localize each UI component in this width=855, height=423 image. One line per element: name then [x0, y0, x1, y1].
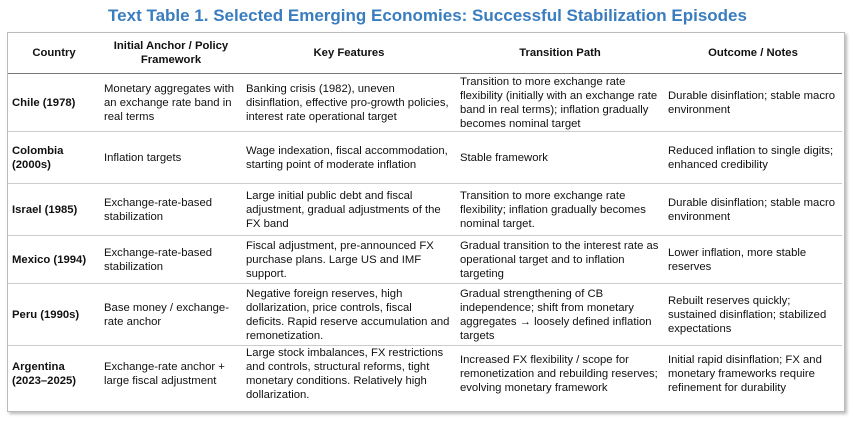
- header-row: Country Initial Anchor / Policy Framework…: [8, 33, 842, 74]
- table-row: Israel (1985) Exchange-rate-based stabili…: [8, 183, 842, 236]
- table-cell: Durable disinflation; stable macro envir…: [664, 183, 842, 236]
- column-header: Initial Anchor / Policy Framework: [100, 33, 242, 74]
- country-cell: Mexico (1994): [8, 235, 100, 284]
- table-cell: Inflation targets: [100, 131, 242, 184]
- country-cell: Israel (1985): [8, 183, 100, 236]
- table-body: Chile (1978) Monetary aggregates with an …: [8, 73, 842, 403]
- table-frame: Country Initial Anchor / Policy Framework…: [7, 32, 845, 412]
- table-cell: Gradual strengthening of CB independence…: [456, 283, 664, 346]
- table-row: Argentina (2023–2025) Exchange-rate ancho…: [8, 345, 842, 403]
- table-cell: Transition to more exchange rate flexibi…: [456, 73, 664, 132]
- table-cell: Wage indexation, fiscal accommodation, s…: [242, 131, 456, 184]
- column-header: Outcome / Notes: [664, 33, 842, 74]
- table-cell: Initial rapid disinflation; FX and monet…: [664, 345, 842, 403]
- table-cell: Banking crisis (1982), uneven disinflati…: [242, 73, 456, 132]
- country-cell: Peru (1990s): [8, 283, 100, 346]
- column-header: Key Features: [242, 33, 456, 74]
- country-cell: Chile (1978): [8, 73, 100, 132]
- country-cell: Argentina (2023–2025): [8, 345, 100, 403]
- country-cell: Colombia (2000s): [8, 131, 100, 184]
- table-row: Peru (1990s) Base money / exchange-rate a…: [8, 283, 842, 346]
- table-row: Chile (1978) Monetary aggregates with an …: [8, 73, 842, 132]
- table-cell: Reduced inflation to single digits; enha…: [664, 131, 842, 184]
- table-cell: Exchange-rate anchor + large fiscal adju…: [100, 345, 242, 403]
- table-row: Mexico (1994) Exchange-rate-based stabili…: [8, 235, 842, 284]
- table-cell: Large initial public debt and fiscal adj…: [242, 183, 456, 236]
- table-row: Colombia (2000s) Inflation targets Wage in…: [8, 131, 842, 184]
- table-cell: Transition to more exchange rate flexibi…: [456, 183, 664, 236]
- column-header: Country: [8, 33, 100, 74]
- table-cell: Increased FX flexibility / scope for rem…: [456, 345, 664, 403]
- table: Country Initial Anchor / Policy Framework…: [8, 33, 842, 403]
- column-header: Transition Path: [456, 33, 664, 74]
- table-cell: Exchange-rate-based stabilization: [100, 235, 242, 284]
- table-cell: Exchange-rate-based stabilization: [100, 183, 242, 236]
- table-cell: Stable framework: [456, 131, 664, 184]
- table-cell: Negative foreign reserves, high dollariz…: [242, 283, 456, 346]
- table-cell: Fiscal adjustment, pre-announced FX purc…: [242, 235, 456, 284]
- table-cell: Base money / exchange-rate anchor: [100, 283, 242, 346]
- table-cell: Durable disinflation; stable macro envir…: [664, 73, 842, 132]
- table-title: Text Table 1. Selected Emerging Economie…: [108, 6, 747, 25]
- table-cell: Gradual transition to the interest rate …: [456, 235, 664, 284]
- table-cell: Monetary aggregates with an exchange rat…: [100, 73, 242, 132]
- table-cell: Large stock imbalances, FX restrictions …: [242, 345, 456, 403]
- table-cell: Rebuilt reserves quickly; sustained disi…: [664, 283, 842, 346]
- table-cell: Lower inflation, more stable reserves: [664, 235, 842, 284]
